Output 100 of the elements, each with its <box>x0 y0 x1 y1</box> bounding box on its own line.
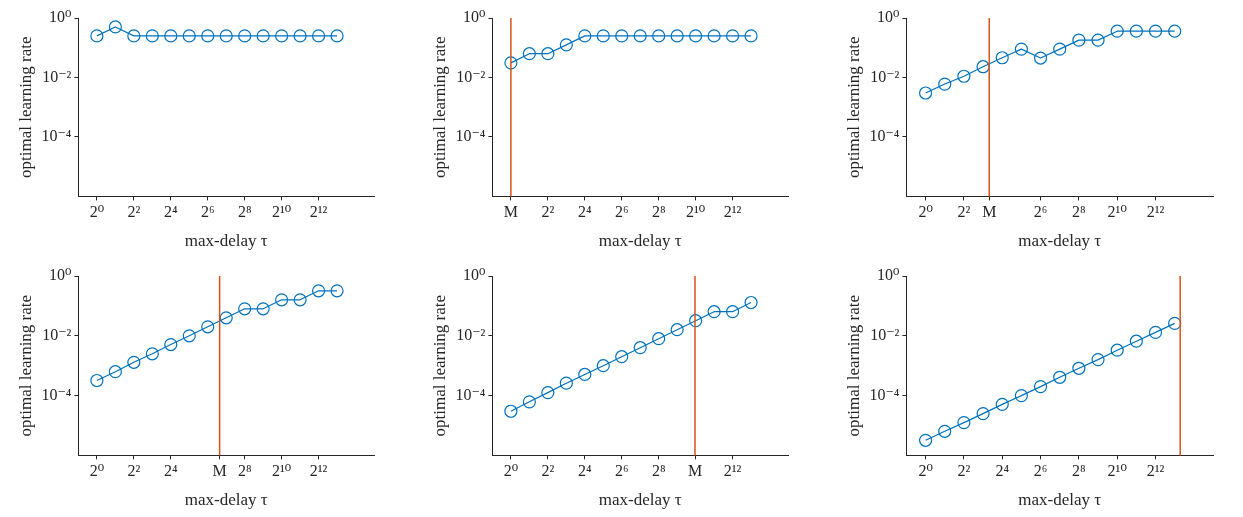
point <box>633 341 647 355</box>
x-tick-label: 2¹² <box>309 203 328 221</box>
point <box>633 29 647 43</box>
y-tick-label: 10⁻² <box>870 326 900 343</box>
x-tick-label: 2² <box>957 203 971 221</box>
point <box>219 311 233 325</box>
x-tick-label: 2⁶ <box>614 203 629 221</box>
point <box>1129 24 1143 38</box>
y-axis-title: optimal learning rate <box>843 294 863 437</box>
point <box>689 29 703 43</box>
point <box>652 29 666 43</box>
point <box>918 433 933 447</box>
y-tick-label: 10⁰ <box>463 266 486 284</box>
y-tick-label: 10⁻⁴ <box>455 385 486 403</box>
point <box>1033 380 1048 394</box>
x-tick-label: 2⁴ <box>164 462 178 480</box>
point <box>1072 361 1086 375</box>
x-tick-label: 2⁸ <box>237 462 252 480</box>
x-tick-label: 2⁸ <box>237 203 252 221</box>
point <box>293 293 307 307</box>
point <box>311 284 326 298</box>
x-tick-label: M <box>687 462 703 480</box>
point <box>145 347 159 361</box>
point <box>707 305 721 319</box>
x-tick-label: 2⁶ <box>614 462 629 480</box>
x-axis-title: max-delay τ <box>598 231 682 251</box>
point <box>559 38 573 52</box>
point <box>578 29 592 43</box>
point <box>1168 24 1182 38</box>
point <box>615 350 629 364</box>
x-tick-label: 2⁸ <box>651 462 666 480</box>
point <box>957 69 971 83</box>
point <box>670 323 684 337</box>
y-tick-label: 10⁻⁴ <box>869 385 900 403</box>
y-tick-label: 10⁻² <box>42 67 72 85</box>
y-tick-label: 10⁰ <box>49 266 72 284</box>
point <box>976 60 990 74</box>
y-tick-label: 10⁻⁴ <box>41 385 72 403</box>
x-axis-title: max-delay τ <box>184 490 268 510</box>
point <box>1033 51 1048 65</box>
point <box>182 329 196 343</box>
point <box>725 305 740 319</box>
point <box>938 77 952 91</box>
point <box>957 416 971 430</box>
x-tick-label: 2⁶ <box>1033 462 1048 480</box>
x-tick-label: M <box>982 203 997 221</box>
point <box>1110 343 1124 357</box>
x-tick-label: 2⁰ <box>918 462 933 480</box>
x-tick-label: 2¹⁰ <box>1107 462 1127 480</box>
x-tick-label: 2² <box>127 462 141 480</box>
point <box>918 86 933 100</box>
x-tick-label: 2¹² <box>1146 462 1165 480</box>
x-tick-label: 2² <box>957 462 971 480</box>
x-tick-label: 2² <box>127 203 141 221</box>
point <box>1091 33 1105 47</box>
point <box>1072 33 1086 47</box>
point <box>744 295 758 310</box>
point <box>707 29 721 43</box>
x-tick-label: 2⁸ <box>1072 203 1086 221</box>
x-tick-label: 2⁸ <box>651 203 666 221</box>
point <box>938 424 952 438</box>
point <box>725 29 740 43</box>
point <box>995 51 1009 65</box>
x-tick-label: 2¹⁰ <box>272 462 292 480</box>
point <box>1014 389 1028 403</box>
x-tick-label: 2¹⁰ <box>1107 203 1127 221</box>
x-tick-label: 2⁰ <box>503 462 519 480</box>
x-tick-label: 2⁴ <box>578 203 592 221</box>
x-tick-label: 2⁰ <box>89 203 105 221</box>
point <box>559 376 573 390</box>
x-tick-label: M <box>503 203 519 221</box>
point <box>1014 42 1028 56</box>
x-tick-label: 2⁸ <box>1072 462 1086 480</box>
y-axis-title: optimal learning rate <box>15 36 35 179</box>
x-tick-label: 2¹⁰ <box>686 203 706 221</box>
x-tick-label: M <box>212 462 227 480</box>
x-tick-label: 2⁴ <box>995 462 1010 480</box>
y-tick-label: 10⁰ <box>877 266 900 284</box>
point <box>108 365 122 379</box>
x-tick-label: 2² <box>541 203 555 221</box>
point <box>596 359 610 373</box>
point <box>596 29 610 43</box>
point <box>541 47 555 61</box>
x-axis-title: max-delay τ <box>598 490 682 510</box>
x-tick-label: 2¹² <box>309 462 328 480</box>
point <box>670 29 684 43</box>
point <box>330 284 344 298</box>
y-tick-label: 10⁰ <box>463 8 486 26</box>
point <box>522 47 536 61</box>
x-tick-label: 2¹⁰ <box>272 203 292 221</box>
x-tick-label: 2¹² <box>723 462 742 480</box>
point <box>1148 24 1163 38</box>
x-tick-label: 2⁴ <box>578 462 592 480</box>
y-tick-label: 10⁰ <box>49 8 72 26</box>
x-tick-label: 2⁶ <box>1033 203 1048 221</box>
y-tick-label: 10⁻² <box>456 326 486 343</box>
point <box>522 395 536 409</box>
y-axis-title: optimal learning rate <box>429 294 449 437</box>
y-tick-label: 10⁻² <box>42 326 72 343</box>
point <box>1091 353 1105 367</box>
